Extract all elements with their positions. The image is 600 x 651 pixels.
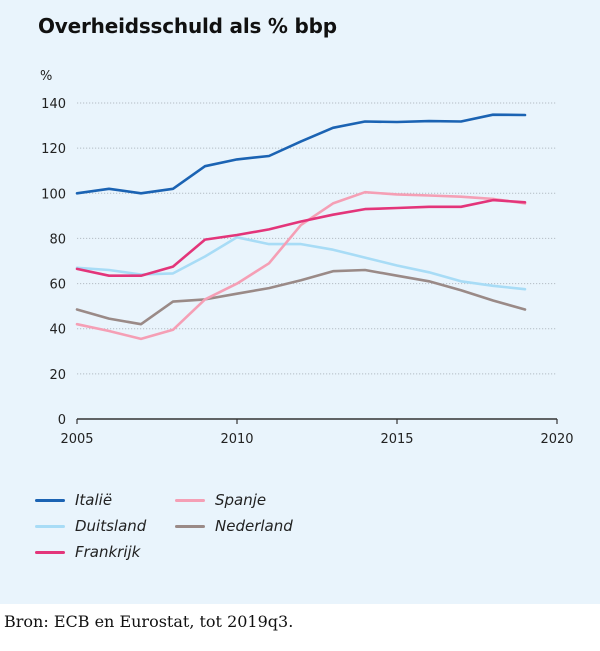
y-tick-label: 120: [41, 142, 66, 157]
series-line-itali: [75, 113, 527, 195]
y-tick-label: 140: [41, 97, 66, 112]
chart-title: Overheidsschuld als % bbp: [38, 14, 337, 38]
y-tick-label: 0: [58, 413, 66, 428]
x-tick-label: 2015: [380, 432, 413, 447]
series-line-frankrijk: [75, 198, 527, 278]
y-tick-label: 60: [49, 278, 66, 293]
line-chart: 0 20 40 60 80 100 120 140% 2005 2010 2015 2020: [40, 69, 574, 447]
y-tick-label: 100: [41, 187, 66, 202]
y-tick-label: 40: [49, 323, 66, 338]
x-tick-label: 2020: [540, 432, 573, 447]
x-tick-label: 2005: [60, 432, 93, 447]
y-tick-label: 20: [49, 368, 66, 383]
y-tick-label: 80: [49, 232, 66, 247]
series-line-nederland: [75, 268, 527, 326]
x-tick-label: 2010: [220, 432, 253, 447]
series-line-duitsland: [75, 236, 527, 291]
source-note: Bron: ECB en Eurostat, tot 2019q3.: [4, 612, 294, 631]
series-line-spanje: [75, 190, 527, 341]
y-axis-label: %: [40, 69, 52, 84]
